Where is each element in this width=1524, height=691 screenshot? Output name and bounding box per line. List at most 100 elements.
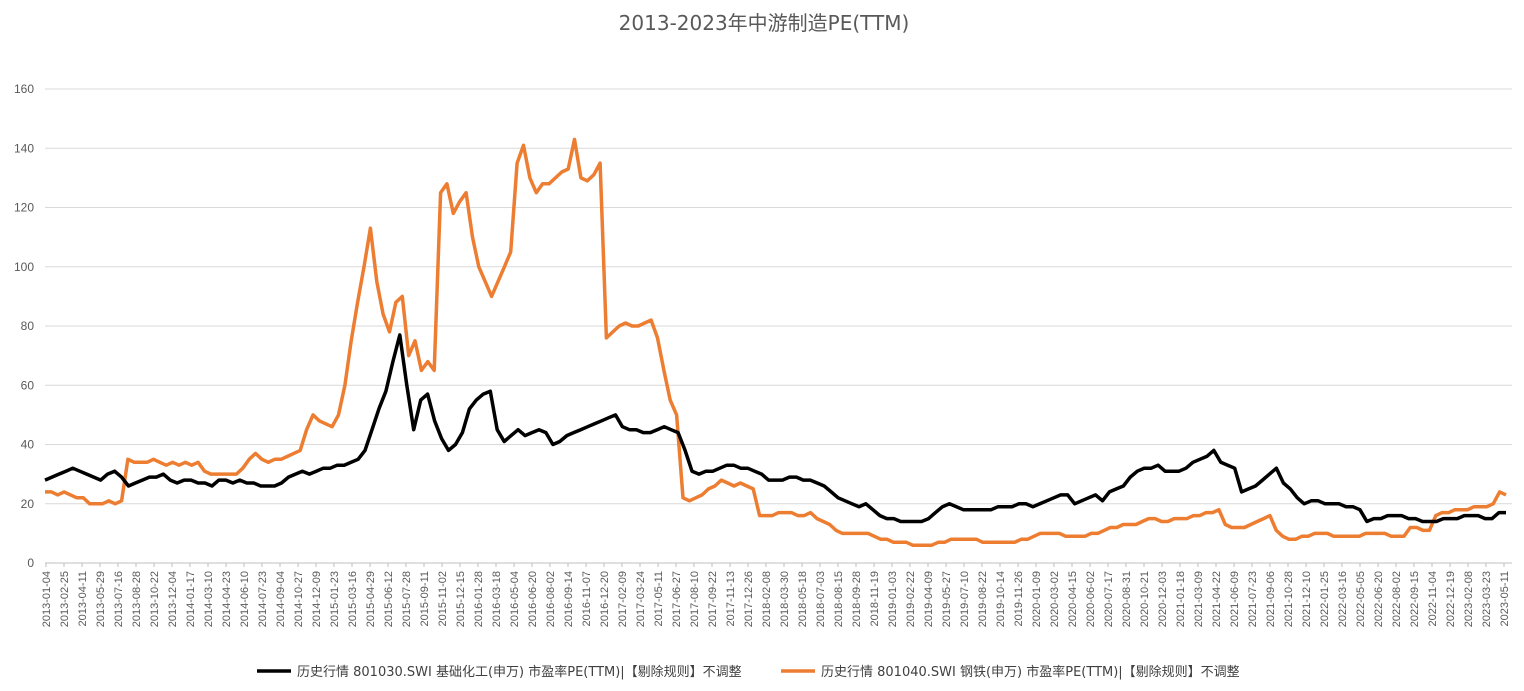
- x-tick-label: 2019-05-27: [941, 571, 953, 627]
- x-tick-label: 2022-11-04: [1427, 571, 1439, 626]
- series-line-basic-chemicals: [44, 333, 1506, 524]
- x-tick-label: 2019-08-22: [977, 571, 989, 627]
- y-tick-label: 160: [14, 82, 34, 96]
- x-tick-label: 2016-06-20: [527, 571, 539, 627]
- x-tick-label: 2021-06-09: [1229, 571, 1241, 627]
- x-tick-label: 2013-12-04: [167, 571, 179, 627]
- x-tick-label: 2016-05-04: [509, 571, 521, 627]
- x-tick-label: 2021-12-10: [1301, 571, 1313, 627]
- x-tick-label: 2013-08-28: [131, 571, 143, 627]
- x-tick-label: 2018-07-03: [815, 571, 827, 627]
- x-tick-label: 2013-01-04: [41, 571, 53, 627]
- y-tick-label: 40: [21, 438, 35, 452]
- x-tick-label: 2016-01-28: [473, 571, 485, 627]
- x-tick-label: 2019-04-09: [923, 571, 935, 627]
- x-tick-label: 2021-10-28: [1283, 571, 1295, 627]
- y-tick-label: 120: [14, 201, 34, 215]
- x-tick-label: 2016-08-02: [545, 571, 557, 627]
- y-tick-label: 140: [14, 141, 34, 155]
- x-tick-label: 2013-04-11: [77, 571, 89, 626]
- x-tick-label: 2015-06-12: [383, 571, 395, 627]
- x-tick-label: 2022-03-16: [1337, 571, 1349, 627]
- x-tick-label: 2019-10-14: [995, 571, 1007, 627]
- x-tick-label: 2014-03-10: [203, 571, 215, 627]
- x-tick-label: 2015-03-16: [347, 571, 359, 627]
- x-tick-label: 2013-07-16: [113, 571, 125, 627]
- x-tick-label: 2019-07-10: [959, 571, 971, 627]
- x-tick-label: 2018-02-08: [761, 571, 773, 627]
- chart-title: 2013-2023年中游制造PE(TTM): [619, 11, 910, 35]
- x-tick-label: 2016-03-18: [491, 571, 503, 627]
- x-tick-label: 2018-05-18: [797, 571, 809, 627]
- x-tick-label: 2015-12-15: [455, 571, 467, 627]
- gridlines: [45, 88, 1512, 564]
- x-tick-label: 2022-12-19: [1445, 571, 1457, 627]
- x-tick-label: 2023-02-08: [1463, 571, 1475, 627]
- series-line-steel: [45, 137, 1507, 547]
- x-tick-label: 2013-02-25: [59, 571, 71, 627]
- x-tick-label: 2017-05-11: [653, 571, 665, 626]
- x-tick-label: 2020-10-21: [1139, 571, 1151, 627]
- x-tick-label: 2018-09-28: [851, 571, 863, 627]
- x-tick-label: 2020-07-17: [1103, 571, 1115, 627]
- x-tick-label: 2017-06-27: [671, 571, 683, 627]
- x-tick-label: 2022-05-05: [1355, 571, 1367, 627]
- x-tick-label: 2015-01-23: [329, 571, 341, 627]
- x-tick-label: 2015-09-11: [419, 571, 431, 626]
- x-tick-label: 2020-12-03: [1157, 571, 1169, 627]
- y-tick-label: 0: [27, 556, 34, 570]
- x-tick-label: 2017-12-26: [743, 571, 755, 627]
- x-tick-label: 2017-02-09: [617, 571, 629, 627]
- y-axis-ticks: 0 20 40 60 80 100 120 140 160: [14, 82, 34, 570]
- x-tick-label: 2021-07-23: [1247, 571, 1259, 627]
- x-tick-label: 2020-06-02: [1085, 571, 1097, 627]
- x-tick-label: 2016-12-20: [599, 571, 611, 627]
- x-tick-label: 2019-01-03: [887, 571, 899, 627]
- x-tick-label: 2013-05-29: [95, 571, 107, 627]
- x-tick-label: 2014-09-04: [275, 571, 287, 627]
- x-tick-label: 2019-02-22: [905, 571, 917, 627]
- y-tick-label: 20: [21, 497, 35, 511]
- x-tick-label: 2014-01-17: [185, 571, 197, 627]
- x-tick-label: 2014-06-10: [239, 571, 251, 627]
- x-tick-label: 2014-07-23: [257, 571, 269, 627]
- x-tick-label: 2021-04-22: [1211, 571, 1223, 627]
- x-tick-label: 2021-09-06: [1265, 571, 1277, 627]
- x-tick-label: 2014-10-27: [293, 571, 305, 627]
- x-tick-label: 2015-07-28: [401, 571, 413, 627]
- x-tick-label: 2022-01-25: [1319, 571, 1331, 627]
- y-tick-label: 60: [21, 378, 35, 392]
- x-axis-ticks: 2013-01-04 2013-02-25 2013-04-11 2013-05-29…: [41, 563, 1511, 627]
- x-tick-label: 2014-12-09: [311, 571, 323, 627]
- x-tick-label: 2017-03-24: [635, 571, 647, 627]
- x-tick-label: 2022-06-20: [1373, 571, 1385, 627]
- y-tick-label: 80: [21, 319, 35, 333]
- x-tick-label: 2017-09-22: [707, 571, 719, 627]
- x-tick-label: 2022-08-02: [1391, 571, 1403, 627]
- x-tick-label: 2018-03-30: [779, 571, 791, 627]
- x-tick-label: 2023-05-11: [1499, 571, 1511, 626]
- x-tick-label: 2020-03-02: [1049, 571, 1061, 627]
- x-tick-label: 2018-08-15: [833, 571, 845, 627]
- x-tick-label: 2020-01-09: [1031, 571, 1043, 627]
- x-tick-label: 2016-09-14: [563, 571, 575, 627]
- legend-label-basic-chemicals: 历史行情 801030.SWI 基础化工(申万) 市盈率PE(TTM)|【剔除规…: [297, 664, 742, 680]
- x-tick-label: 2015-04-29: [365, 571, 377, 627]
- x-tick-label: 2019-11-26: [1013, 571, 1025, 626]
- x-tick-label: 2017-11-13: [725, 571, 737, 626]
- legend-label-steel: 历史行情 801040.SWI 钢铁(申万) 市盈率PE(TTM)|【剔除规则】…: [821, 664, 1240, 680]
- x-tick-label: 2020-04-15: [1067, 571, 1079, 627]
- x-tick-label: 2021-03-09: [1193, 571, 1205, 627]
- x-tick-label: 2020-08-31: [1121, 571, 1133, 627]
- x-tick-label: 2021-01-18: [1175, 571, 1187, 627]
- y-tick-label: 100: [14, 260, 34, 274]
- x-tick-label: 2016-11-07: [581, 571, 593, 626]
- x-tick-label: 2023-03-23: [1481, 571, 1493, 627]
- x-tick-label: 2014-04-23: [221, 571, 233, 627]
- x-tick-label: 2022-09-15: [1409, 571, 1421, 627]
- x-tick-label: 2013-10-22: [149, 571, 161, 627]
- legend: 历史行情 801030.SWI 基础化工(申万) 市盈率PE(TTM)|【剔除规…: [257, 664, 1240, 680]
- series-lines: [44, 137, 1507, 547]
